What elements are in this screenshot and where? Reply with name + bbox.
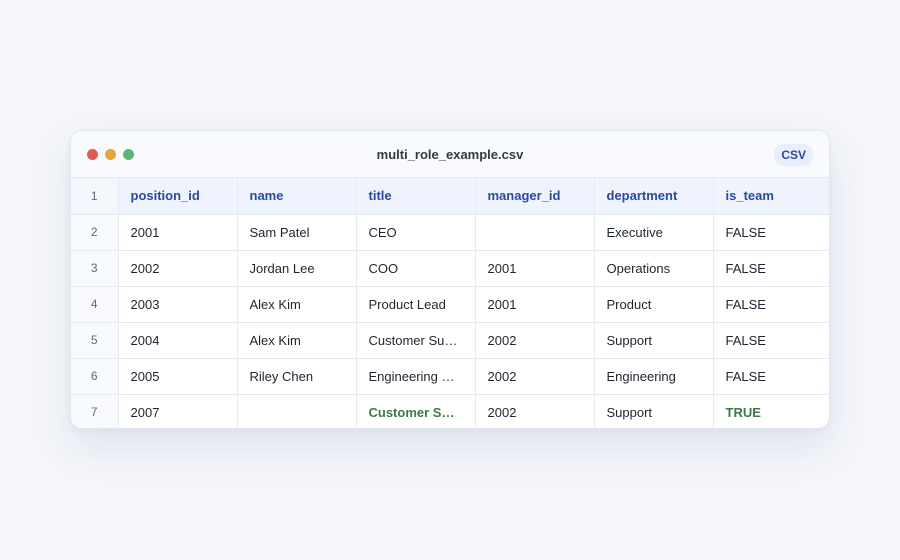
table-row[interactable]: 4 2003 Alex Kim Product Lead 2001 Product FALS… xyxy=(71,286,829,323)
cell-title[interactable]: Customer S… xyxy=(356,394,476,428)
column-header-position-id[interactable]: position_id xyxy=(118,178,238,215)
cell-position-id[interactable]: 2002 xyxy=(118,250,238,287)
cell-manager-id[interactable]: 2001 xyxy=(475,250,595,287)
cell-name[interactable]: Alex Kim xyxy=(237,322,357,359)
title-bar: multi_role_example.csv CSV xyxy=(71,131,829,178)
table-body: 2 2001 Sam Patel CEO Executive FALSE 3 2002 Jord… xyxy=(71,214,829,428)
table-row[interactable]: 7 2007 Customer S… 2002 Support TRUE xyxy=(71,394,829,428)
column-header-department[interactable]: department xyxy=(594,178,714,215)
column-header-is-team[interactable]: is_team xyxy=(713,178,829,215)
cell-name[interactable]: Jordan Lee xyxy=(237,250,357,287)
cell-name[interactable] xyxy=(237,394,357,428)
file-type-badge: CSV xyxy=(774,144,813,166)
cell-is-team[interactable]: FALSE xyxy=(713,214,829,251)
cell-is-team[interactable]: FALSE xyxy=(713,322,829,359)
cell-position-id[interactable]: 2005 xyxy=(118,358,238,395)
row-number: 7 xyxy=(71,394,119,428)
row-number: 3 xyxy=(71,250,119,287)
cell-manager-id[interactable] xyxy=(475,214,595,251)
row-number: 6 xyxy=(71,358,119,395)
cell-title[interactable]: CEO xyxy=(356,214,476,251)
row-number: 5 xyxy=(71,322,119,359)
cell-manager-id[interactable]: 2002 xyxy=(475,358,595,395)
cell-department[interactable]: Support xyxy=(594,322,714,359)
cell-is-team[interactable]: TRUE xyxy=(725,404,761,420)
cell-title[interactable]: Product Lead xyxy=(356,286,476,323)
table-row[interactable]: 6 2005 Riley Chen Engineering … 2002 Engineer… xyxy=(71,358,829,395)
cell-manager-id[interactable]: 2001 xyxy=(475,286,595,323)
maximize-window-button[interactable] xyxy=(123,149,134,160)
cell-manager-id[interactable]: 2002 xyxy=(475,322,595,359)
cell-department[interactable]: Executive xyxy=(594,214,714,251)
column-header-title[interactable]: title xyxy=(356,178,476,215)
cell-department[interactable]: Product xyxy=(594,286,714,323)
cell-title[interactable]: Engineering … xyxy=(356,358,476,395)
window-controls xyxy=(87,149,134,160)
header-row: 1 position_id name title manager_id depa… xyxy=(71,178,829,215)
cell-name[interactable]: Alex Kim xyxy=(237,286,357,323)
close-window-button[interactable] xyxy=(87,149,98,160)
minimize-window-button[interactable] xyxy=(105,149,116,160)
cell-title[interactable]: Customer Su… xyxy=(356,322,476,359)
cell-is-team[interactable]: FALSE xyxy=(713,358,829,395)
csv-table: 1 position_id name title manager_id depa… xyxy=(71,178,829,428)
cell-manager-id[interactable]: 2002 xyxy=(475,394,595,428)
cell-position-id[interactable]: 2004 xyxy=(118,322,238,359)
cell-department[interactable]: Operations xyxy=(594,250,714,287)
cell-department[interactable]: Support xyxy=(594,394,714,428)
table-row[interactable]: 5 2004 Alex Kim Customer Su… 2002 Support FALS… xyxy=(71,322,829,359)
cell-title[interactable]: COO xyxy=(356,250,476,287)
cell-name[interactable]: Riley Chen xyxy=(237,358,357,395)
csv-viewer-window: multi_role_example.csv CSV 1 position_id… xyxy=(70,130,830,429)
column-header-manager-id[interactable]: manager_id xyxy=(475,178,595,215)
cell-position-id[interactable]: 2001 xyxy=(118,214,238,251)
table-row[interactable]: 3 2002 Jordan Lee COO 2001 Operations FALSE xyxy=(71,250,829,287)
cell-name[interactable]: Sam Patel xyxy=(237,214,357,251)
table-row[interactable]: 2 2001 Sam Patel CEO Executive FALSE xyxy=(71,214,829,251)
cell-position-id[interactable]: 2007 xyxy=(118,394,238,428)
column-header-name[interactable]: name xyxy=(237,178,357,215)
row-number: 4 xyxy=(71,286,119,323)
cell-is-team[interactable]: FALSE xyxy=(713,286,829,323)
row-number: 2 xyxy=(71,214,119,251)
file-title: multi_role_example.csv xyxy=(376,147,524,162)
row-number: 1 xyxy=(71,178,119,215)
cell-department[interactable]: Engineering xyxy=(594,358,714,395)
cell-position-id[interactable]: 2003 xyxy=(118,286,238,323)
cell-is-team[interactable]: FALSE xyxy=(713,250,829,287)
